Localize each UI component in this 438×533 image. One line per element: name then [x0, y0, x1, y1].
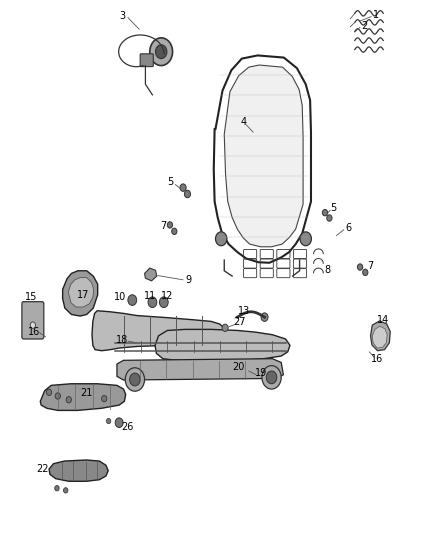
Circle shape	[46, 389, 52, 395]
Circle shape	[215, 232, 227, 246]
Polygon shape	[40, 384, 126, 410]
Circle shape	[64, 488, 68, 493]
Circle shape	[128, 295, 137, 305]
Text: 14: 14	[377, 315, 389, 325]
Circle shape	[167, 222, 173, 228]
FancyBboxPatch shape	[22, 302, 44, 339]
Text: 22: 22	[36, 464, 48, 474]
Circle shape	[150, 38, 173, 66]
Text: 16: 16	[371, 354, 384, 364]
Text: 19: 19	[254, 368, 267, 378]
Text: 10: 10	[114, 293, 126, 302]
Polygon shape	[63, 271, 98, 316]
Polygon shape	[155, 329, 290, 361]
Circle shape	[357, 264, 363, 270]
Polygon shape	[68, 278, 94, 307]
Polygon shape	[117, 359, 283, 380]
Text: 3: 3	[120, 11, 126, 21]
Circle shape	[66, 397, 71, 403]
Text: 11: 11	[144, 291, 156, 301]
Circle shape	[180, 184, 186, 191]
Polygon shape	[224, 65, 303, 247]
Circle shape	[266, 371, 277, 384]
Polygon shape	[92, 311, 224, 351]
Text: 6: 6	[346, 223, 352, 233]
Text: 12: 12	[161, 291, 173, 301]
Circle shape	[125, 368, 145, 391]
Text: 5: 5	[331, 203, 337, 213]
Polygon shape	[371, 321, 390, 351]
Text: 21: 21	[81, 389, 93, 398]
Text: 26: 26	[122, 423, 134, 432]
Text: 5: 5	[167, 177, 173, 187]
Text: 9: 9	[185, 275, 191, 285]
Circle shape	[115, 418, 123, 427]
Circle shape	[55, 393, 60, 399]
Circle shape	[159, 297, 168, 308]
Text: 15: 15	[25, 293, 37, 302]
FancyBboxPatch shape	[140, 54, 153, 67]
Circle shape	[184, 190, 191, 198]
Circle shape	[155, 45, 167, 59]
Circle shape	[262, 366, 281, 389]
Text: 17: 17	[77, 290, 89, 300]
Circle shape	[148, 297, 157, 308]
Text: 2: 2	[361, 21, 367, 30]
Circle shape	[172, 228, 177, 235]
Circle shape	[222, 324, 228, 332]
Circle shape	[55, 486, 59, 491]
Text: 20: 20	[233, 362, 245, 372]
Circle shape	[327, 215, 332, 221]
Text: 16: 16	[28, 327, 40, 336]
Text: 1: 1	[373, 10, 379, 20]
Text: 27: 27	[233, 318, 246, 327]
Circle shape	[30, 322, 35, 328]
Text: 7: 7	[160, 221, 166, 231]
Polygon shape	[49, 460, 108, 481]
Polygon shape	[372, 326, 387, 348]
Circle shape	[106, 418, 111, 424]
Circle shape	[300, 232, 311, 246]
Circle shape	[322, 209, 328, 216]
Text: 13: 13	[238, 306, 250, 316]
Circle shape	[130, 373, 140, 386]
Text: 8: 8	[325, 265, 331, 274]
Text: 4: 4	[240, 117, 247, 126]
Text: 18: 18	[116, 335, 128, 345]
Polygon shape	[145, 268, 157, 281]
Text: 7: 7	[367, 261, 373, 271]
Circle shape	[102, 395, 107, 402]
Circle shape	[261, 313, 268, 321]
Circle shape	[363, 269, 368, 276]
